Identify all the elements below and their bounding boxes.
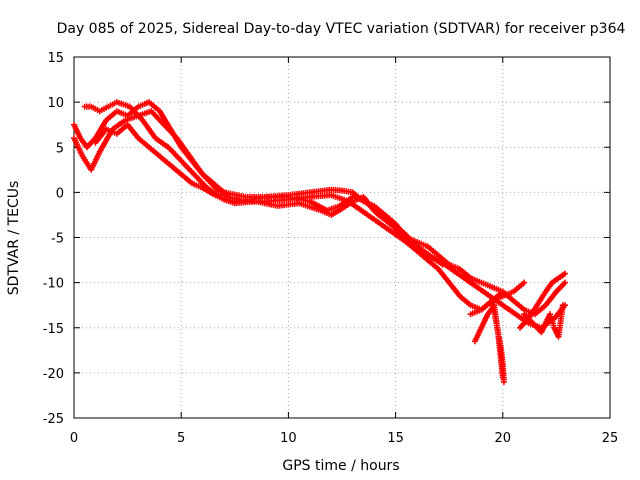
chart-title: Day 085 of 2025, Sidereal Day-to-day VTE… <box>57 21 626 37</box>
x-tick-label: 10 <box>280 431 297 446</box>
plus-markers <box>92 121 506 313</box>
x-tick-label: 15 <box>387 431 404 446</box>
y-tick-label: 0 <box>56 186 64 201</box>
y-axis-label: SDTVAR / TECUs <box>6 181 22 296</box>
plus-markers <box>467 279 528 318</box>
y-tick-label: 5 <box>56 141 64 156</box>
plus-markers <box>521 302 566 340</box>
x-tick-label: 5 <box>177 431 185 446</box>
x-axis-label: GPS time / hours <box>282 458 399 474</box>
grid-lines <box>74 57 610 418</box>
series-track-h <box>521 302 566 340</box>
y-tick-label: -25 <box>43 412 64 427</box>
y-tick-label: -10 <box>43 277 64 292</box>
data-points <box>71 99 568 385</box>
series-track-d <box>92 121 506 313</box>
x-tick-label: 20 <box>495 431 512 446</box>
y-tick-label: -20 <box>43 367 64 382</box>
series-track-i <box>467 279 528 318</box>
y-tick-label: -5 <box>51 232 64 247</box>
series-track-c <box>81 99 446 268</box>
y-tick-label: -15 <box>43 322 64 337</box>
axis-ticks: 0 5 10 15 20 25 -25 -20 -15 -10 -5 0 5 10 15 <box>43 51 619 446</box>
y-tick-label: 15 <box>47 51 64 66</box>
y-tick-label: 10 <box>47 96 64 111</box>
x-tick-label: 0 <box>70 431 78 446</box>
x-tick-label: 25 <box>602 431 619 446</box>
plus-markers <box>81 99 446 268</box>
